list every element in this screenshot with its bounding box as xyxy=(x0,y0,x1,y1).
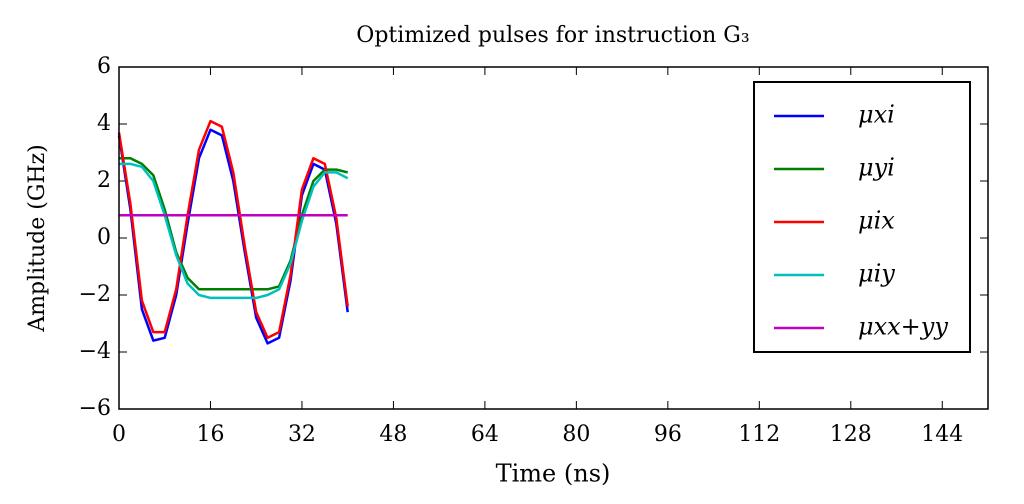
x-tick-label: 112 xyxy=(738,422,780,447)
x-tick-label: 48 xyxy=(379,422,407,447)
x-tick-label: 144 xyxy=(921,422,963,447)
x-axis-label: Time (ns) xyxy=(496,460,611,488)
legend-label: μix xyxy=(858,207,895,235)
x-tick-label: 80 xyxy=(562,422,590,447)
legend-label: μxi xyxy=(858,101,895,129)
y-axis-label: Amplitude (GHz) xyxy=(25,144,50,333)
y-tick-label: 6 xyxy=(97,54,111,79)
y-tick-label: −4 xyxy=(79,339,111,364)
x-tick-label: 128 xyxy=(830,422,872,447)
legend-label: μiy xyxy=(858,260,895,288)
y-tick-label: 2 xyxy=(97,168,111,193)
y-tick-label: 0 xyxy=(97,225,111,250)
x-tick-label: 96 xyxy=(654,422,682,447)
series-line xyxy=(119,156,348,291)
legend-label: μxx+yy xyxy=(858,313,948,341)
x-tick-label: 0 xyxy=(112,422,126,447)
y-tick-label: −6 xyxy=(79,396,111,421)
series-line xyxy=(117,119,349,340)
x-tick-label: 16 xyxy=(196,422,224,447)
y-tick-label: −2 xyxy=(79,282,111,307)
x-tick-label: 64 xyxy=(471,422,499,447)
plot-frame xyxy=(118,66,989,410)
series-line xyxy=(119,162,349,300)
series-line xyxy=(117,128,349,345)
legend-label: μyi xyxy=(858,154,895,182)
legend-box xyxy=(753,81,971,353)
y-tick-label: 4 xyxy=(97,111,111,136)
chart-title: Optimized pulses for instruction G₃ xyxy=(356,23,749,48)
x-tick-label: 32 xyxy=(288,422,316,447)
